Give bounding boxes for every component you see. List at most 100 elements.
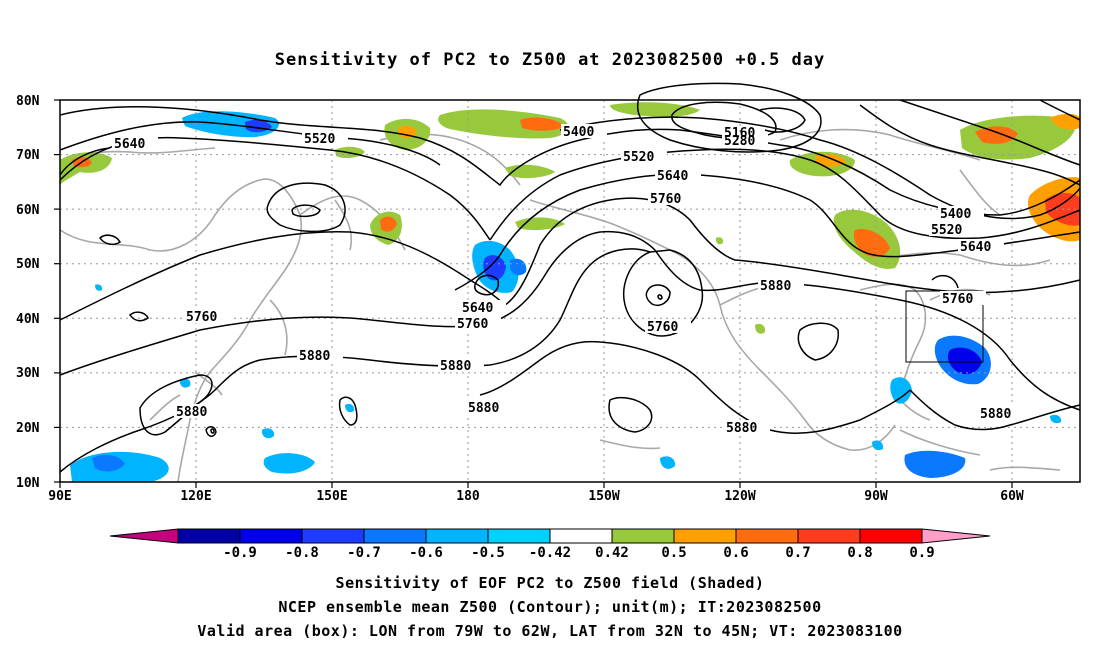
shade-blob	[438, 109, 569, 139]
shade-blob	[960, 115, 1076, 160]
contour-label: 5760	[647, 320, 678, 335]
contour-label: 5880	[440, 359, 471, 374]
shade-blob	[660, 456, 676, 469]
contour-label: 5280	[724, 134, 755, 149]
colorbar-label: -0.7	[347, 545, 381, 561]
colorbar-label: -0.6	[409, 545, 443, 561]
colorbar-box	[735, 528, 799, 544]
lon-label: 150E	[316, 489, 347, 504]
contour-label: 5880	[980, 407, 1011, 422]
colorbar-box	[363, 528, 427, 544]
shade-blob	[380, 216, 397, 232]
lon-label: 60W	[1000, 489, 1024, 504]
shade-blob	[815, 154, 846, 167]
colorbar-box	[487, 528, 551, 544]
shade-blob	[510, 258, 527, 276]
colorbar-label: 0.8	[847, 545, 872, 561]
colorbar-box	[549, 528, 613, 544]
colorbar-label: 0.5	[661, 545, 686, 561]
contour-label: 5880	[468, 401, 499, 416]
colorbar-box	[611, 528, 675, 544]
colorbar-end-high	[921, 528, 991, 544]
shading-negative	[70, 111, 1062, 482]
colorbar-end-low	[109, 528, 179, 544]
contour-label: 5760	[650, 192, 681, 207]
shade-blob	[975, 126, 1018, 144]
shade-blob	[755, 323, 766, 334]
shade-blob	[95, 284, 103, 291]
colorbar-label: 0.42	[595, 545, 629, 561]
contour-label: 5400	[940, 207, 971, 222]
contour-label: 5760	[457, 317, 488, 332]
lon-label: 120W	[724, 489, 755, 504]
shade-blob	[853, 229, 890, 257]
colorbar-box	[673, 528, 737, 544]
contour-label: 5520	[931, 223, 962, 238]
shade-blob	[398, 125, 417, 139]
contour-label: 5880	[726, 421, 757, 436]
caption-line-3: Valid area (box): LON from 79W to 62W, L…	[197, 622, 903, 640]
shade-blob	[1050, 414, 1062, 424]
shade-blob	[947, 347, 982, 375]
shade-blob	[483, 255, 506, 281]
shade-blob	[872, 440, 884, 451]
colorbar-label: 0.7	[785, 545, 810, 561]
contour-label: 5880	[299, 349, 330, 364]
contour-label: 5640	[462, 301, 493, 316]
shade-blob	[261, 428, 275, 439]
lat-label: 20N	[16, 421, 40, 436]
z500-contours	[59, 82, 1081, 473]
contour-label: 5400	[563, 125, 594, 140]
shade-blob	[179, 378, 191, 388]
contour-label: 5760	[942, 292, 973, 307]
chart-title: Sensitivity of PC2 to Z500 at 2023082500…	[274, 50, 826, 70]
contour-label: 5880	[176, 405, 207, 420]
contour-label: 5760	[186, 310, 217, 325]
shade-blob	[520, 117, 565, 131]
shade-blob	[715, 237, 724, 245]
contour-label: 5640	[657, 169, 688, 184]
colorbar-box	[797, 528, 861, 544]
lat-label: 50N	[16, 257, 40, 272]
map-panel: 5640 5520 5400 5280 5160 5520 5640 5760 …	[16, 82, 1081, 504]
shade-blob	[92, 454, 125, 472]
shade-blob	[890, 377, 912, 404]
colorbar-label: -0.5	[471, 545, 505, 561]
contour-label: 5640	[114, 137, 145, 152]
contour-label: 5160	[724, 126, 755, 141]
lon-label: 90E	[48, 489, 71, 504]
lat-labels: 80N 70N 60N 50N 40N 30N 20N 10N	[16, 94, 40, 491]
map-frame	[59, 99, 1081, 483]
colorbar-label: 0.9	[909, 545, 934, 561]
contour-label: 5520	[304, 132, 335, 147]
shading-positive	[60, 102, 1080, 334]
lon-labels: 90E 120E 150E 180 150W 120W 90W 60W	[48, 489, 1024, 504]
shade-blob	[1050, 113, 1080, 130]
colorbar-label: -0.8	[285, 545, 319, 561]
axis-ticks	[54, 99, 1013, 488]
colorbar: -0.9 -0.8 -0.7 -0.6 -0.5 -0.42 0.42 0.5 0.6 0.7 0.…	[109, 528, 991, 561]
colorbar-label: 0.6	[723, 545, 748, 561]
colorbar-box	[425, 528, 489, 544]
lon-label: 120E	[180, 489, 211, 504]
lon-label: 180	[456, 489, 480, 504]
shade-blob	[904, 450, 966, 478]
lat-label: 80N	[16, 94, 40, 109]
colorbar-label: -0.9	[223, 545, 257, 561]
lat-label: 70N	[16, 148, 40, 163]
caption-line-2: NCEP ensemble mean Z500 (Contour); unit(…	[278, 598, 822, 616]
lat-label: 30N	[16, 366, 40, 381]
shade-blob	[610, 102, 700, 117]
colorbar-box	[859, 528, 923, 544]
caption-line-1: Sensitivity of EOF PC2 to Z500 field (Sh…	[335, 574, 765, 592]
lon-label: 150W	[588, 489, 619, 504]
colorbar-box	[239, 528, 303, 544]
colorbar-box	[301, 528, 365, 544]
colorbar-box	[177, 528, 241, 544]
contour-labels: 5640 5520 5400 5280 5160 5520 5640 5760 …	[112, 124, 1024, 436]
contour-label: 5640	[960, 240, 991, 255]
lat-label: 40N	[16, 312, 40, 327]
colorbar-label: -0.42	[529, 545, 571, 561]
shade-blob	[345, 403, 355, 413]
contour-label: 5880	[760, 279, 791, 294]
